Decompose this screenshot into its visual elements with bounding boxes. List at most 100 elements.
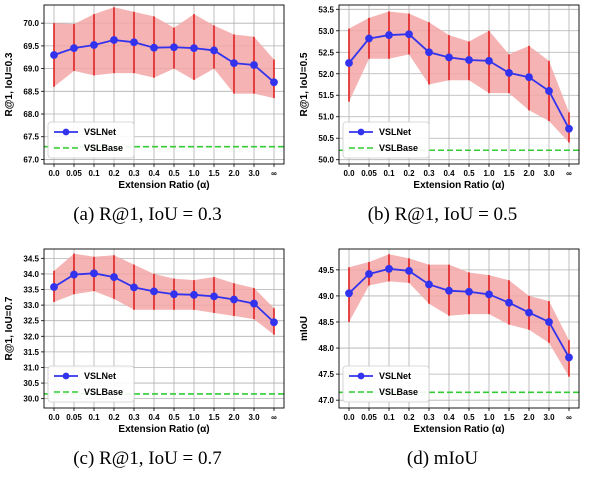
x-tick-label: 0.1 (383, 169, 395, 178)
vslnet-point (345, 289, 353, 298)
legend-box (47, 365, 135, 403)
vslnet-point (365, 270, 373, 278)
y-tick-label: 48.5 (318, 318, 334, 327)
y-tick-label: 52.0 (318, 70, 334, 79)
vslnet-point (505, 68, 513, 77)
x-tick-label: 0.1 (88, 413, 100, 422)
vslnet-point (525, 73, 533, 82)
subplot-a: 67.0 67.5 68.0 68.5 69.0 69.5 70.0 0.0 0.05 0.1 0.… (0, 0, 295, 244)
legend: VSLNet VSLBase (342, 365, 430, 403)
x-tick-label: 1.5 (208, 169, 220, 178)
x-tick-label: 0.3 (128, 413, 140, 422)
legend-vslnet-marker (357, 128, 365, 136)
y-tick-label: 53.5 (318, 5, 334, 14)
x-tick-label: 0.0 (343, 169, 355, 178)
subplot-b: 50.0 50.5 51.0 51.5 52.0 52.5 53.0 53.5 0.0 0.05 0… (295, 0, 590, 244)
x-tick-label: 2.0 (523, 169, 535, 178)
legend: VSLNet VSLBase (47, 365, 135, 403)
x-tick-label: 0.4 (148, 169, 160, 178)
vslnet-point (210, 46, 218, 55)
vslnet-point (385, 264, 393, 273)
y-tick-label: 31.5 (23, 348, 39, 357)
x-tick-label: 1.0 (483, 169, 495, 178)
chart-c: 30.0 30.5 31.0 31.5 32.0 32.5 33.0 33.5 34.0 34.5… (4, 248, 285, 435)
x-tick-label: 0.2 (108, 413, 120, 422)
x-tick-label: 0.3 (423, 413, 435, 422)
y-tick-label: 49.5 (318, 266, 334, 275)
confidence-band (54, 7, 274, 99)
vslnet-point (485, 290, 493, 299)
vslnet-point (90, 41, 98, 49)
vslnet-point (485, 56, 493, 65)
vslnet-point (270, 318, 278, 327)
x-tick-label: 1.5 (503, 413, 515, 422)
y-tick-label: 32.5 (23, 317, 39, 326)
x-tick-label: 0.4 (443, 169, 455, 178)
vslnet-point (110, 36, 118, 44)
x-axis-label: Extension Ratio (α) (118, 180, 209, 191)
caption-a: (a) R@1, IoU = 0.3 (73, 204, 222, 225)
x-tick-label: 3.0 (248, 413, 260, 422)
vslnet-point (425, 48, 433, 57)
vslnet-point (150, 287, 158, 296)
axes-frame (338, 248, 580, 409)
legend-vslnet-marker (357, 372, 365, 380)
y-tick-label: 69.0 (23, 65, 39, 74)
vslnet-point (405, 266, 413, 275)
x-tick-label: 0.5 (168, 169, 180, 178)
vslnet-point (270, 78, 278, 87)
vslnet-point (230, 295, 238, 304)
y-tick-label: 51.5 (318, 91, 334, 100)
vslnet-point (405, 30, 413, 39)
x-tick-label: 0.3 (128, 169, 140, 178)
x-tick-label: 0.2 (403, 169, 415, 178)
vslnet-point (210, 292, 218, 301)
y-tick-label: 47.0 (318, 396, 334, 405)
vslnet-point (170, 43, 178, 52)
vslnet-point (150, 43, 158, 52)
caption-d: (d) mIoU (406, 448, 479, 469)
x-tick-label: 0.4 (148, 413, 160, 422)
y-tick-label: 70.0 (23, 19, 39, 28)
x-tick-label: 0.05 (361, 169, 377, 178)
x-tick-label: 0.05 (66, 413, 82, 422)
x-tick-label: 0.0 (343, 413, 355, 422)
legend-vslnet-label: VSLNet (84, 127, 116, 137)
x-tick-label: 0.2 (108, 169, 120, 178)
x-tick-label: 0.5 (463, 169, 475, 178)
x-tick-label: 0.5 (168, 413, 180, 422)
vslnet-point (250, 299, 258, 308)
vslnet-point (445, 53, 453, 62)
x-tick-label: 0.2 (403, 413, 415, 422)
x-tick-label: 1.0 (188, 413, 200, 422)
x-tick-label: 0.05 (66, 169, 82, 178)
vslnet-point (190, 290, 198, 299)
y-tick-label: 69.5 (23, 42, 39, 51)
legend-box (342, 365, 430, 403)
x-tick-label: 1.0 (483, 413, 495, 422)
vslnet-point (170, 290, 178, 299)
legend-box (342, 121, 430, 159)
legend-vslbase-label: VSLBase (84, 143, 123, 153)
y-tick-label: 49.0 (318, 292, 334, 301)
legend: VSLNet VSLBase (342, 121, 430, 159)
y-tick-label: 32.0 (23, 332, 39, 341)
y-tick-label: 68.5 (23, 87, 39, 96)
y-tick-label: 34.0 (23, 270, 39, 279)
vslnet-point (345, 59, 353, 67)
legend-vslnet-marker (62, 128, 70, 136)
vslnet-point (130, 283, 138, 292)
y-tick-label: 48.0 (318, 344, 334, 353)
x-tick-label: 0.0 (48, 413, 60, 422)
y-axis-label: mIoU (299, 316, 310, 341)
vslnet-point (70, 44, 78, 53)
axes-frame (43, 4, 285, 165)
subplot-c: 30.0 30.5 31.0 31.5 32.0 32.5 33.0 33.5 34.0 34.5… (0, 244, 295, 488)
y-tick-label: 33.0 (23, 301, 39, 310)
x-tick-label: 0.1 (88, 169, 100, 178)
confidence-band (349, 254, 569, 377)
vslnet-point (385, 31, 393, 39)
confidence-band (54, 253, 274, 335)
x-tick-label: 0.4 (443, 413, 455, 422)
x-tick-label: 1.0 (188, 169, 200, 178)
